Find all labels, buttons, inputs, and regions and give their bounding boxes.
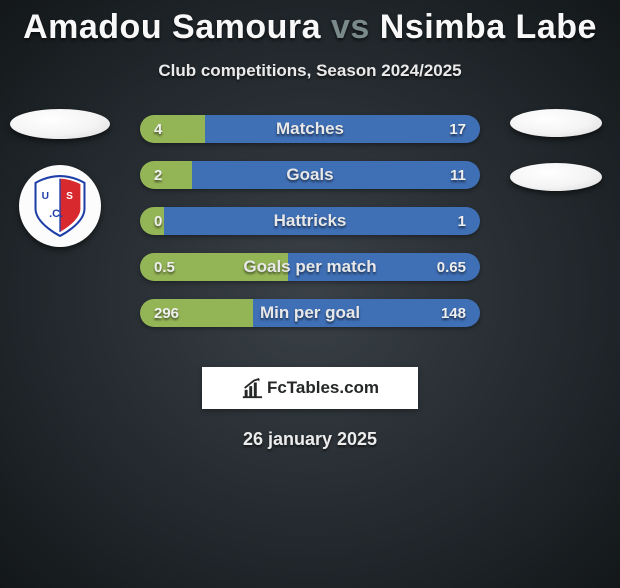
- stat-bar-right: [205, 115, 480, 143]
- stat-bar-right: [164, 207, 480, 235]
- stat-row: Goals211: [140, 161, 480, 189]
- stat-row: Min per goal296148: [140, 299, 480, 327]
- attribution-badge: FcTables.com: [202, 367, 418, 409]
- stat-row: Matches417: [140, 115, 480, 143]
- attribution-text: FcTables.com: [267, 378, 379, 398]
- svg-text:S: S: [66, 191, 73, 202]
- page-title: Amadou Samoura vs Nsimba Labe: [0, 8, 620, 47]
- stat-row: Hattricks01: [140, 207, 480, 235]
- stat-bar-right: [253, 299, 480, 327]
- stat-row: Goals per match0.50.65: [140, 253, 480, 281]
- stat-bars: Matches417 Goals211 Hattricks01 Goals per m…: [140, 115, 480, 327]
- stat-bar-right: [288, 253, 480, 281]
- bar-chart-icon: [241, 377, 263, 399]
- subtitle: Club competitions, Season 2024/2025: [0, 61, 620, 81]
- stat-bar-right: [192, 161, 480, 189]
- stat-bar-left: [140, 253, 288, 281]
- club-logo-right-2: [510, 163, 602, 191]
- svg-text:U: U: [42, 191, 49, 202]
- vs-text: vs: [331, 8, 370, 46]
- club-logo-left-1: [10, 109, 110, 139]
- stat-bar-left: [140, 161, 192, 189]
- player2-name: Nsimba Labe: [380, 8, 597, 46]
- stat-bar-left: [140, 115, 205, 143]
- player1-name: Amadou Samoura: [23, 8, 321, 46]
- right-team-logos: [510, 109, 602, 191]
- stat-bar-left: [140, 299, 253, 327]
- club-logo-left-2: U S .C.: [19, 165, 101, 247]
- left-team-logos: U S .C.: [10, 109, 110, 247]
- svg-text:.C.: .C.: [49, 208, 63, 220]
- date-text: 26 january 2025: [0, 429, 620, 450]
- comparison-area: U S .C. Matches417 Goals211 Hattricks01 Goa…: [0, 115, 620, 345]
- club-logo-right-1: [510, 109, 602, 137]
- stat-bar-left: [140, 207, 164, 235]
